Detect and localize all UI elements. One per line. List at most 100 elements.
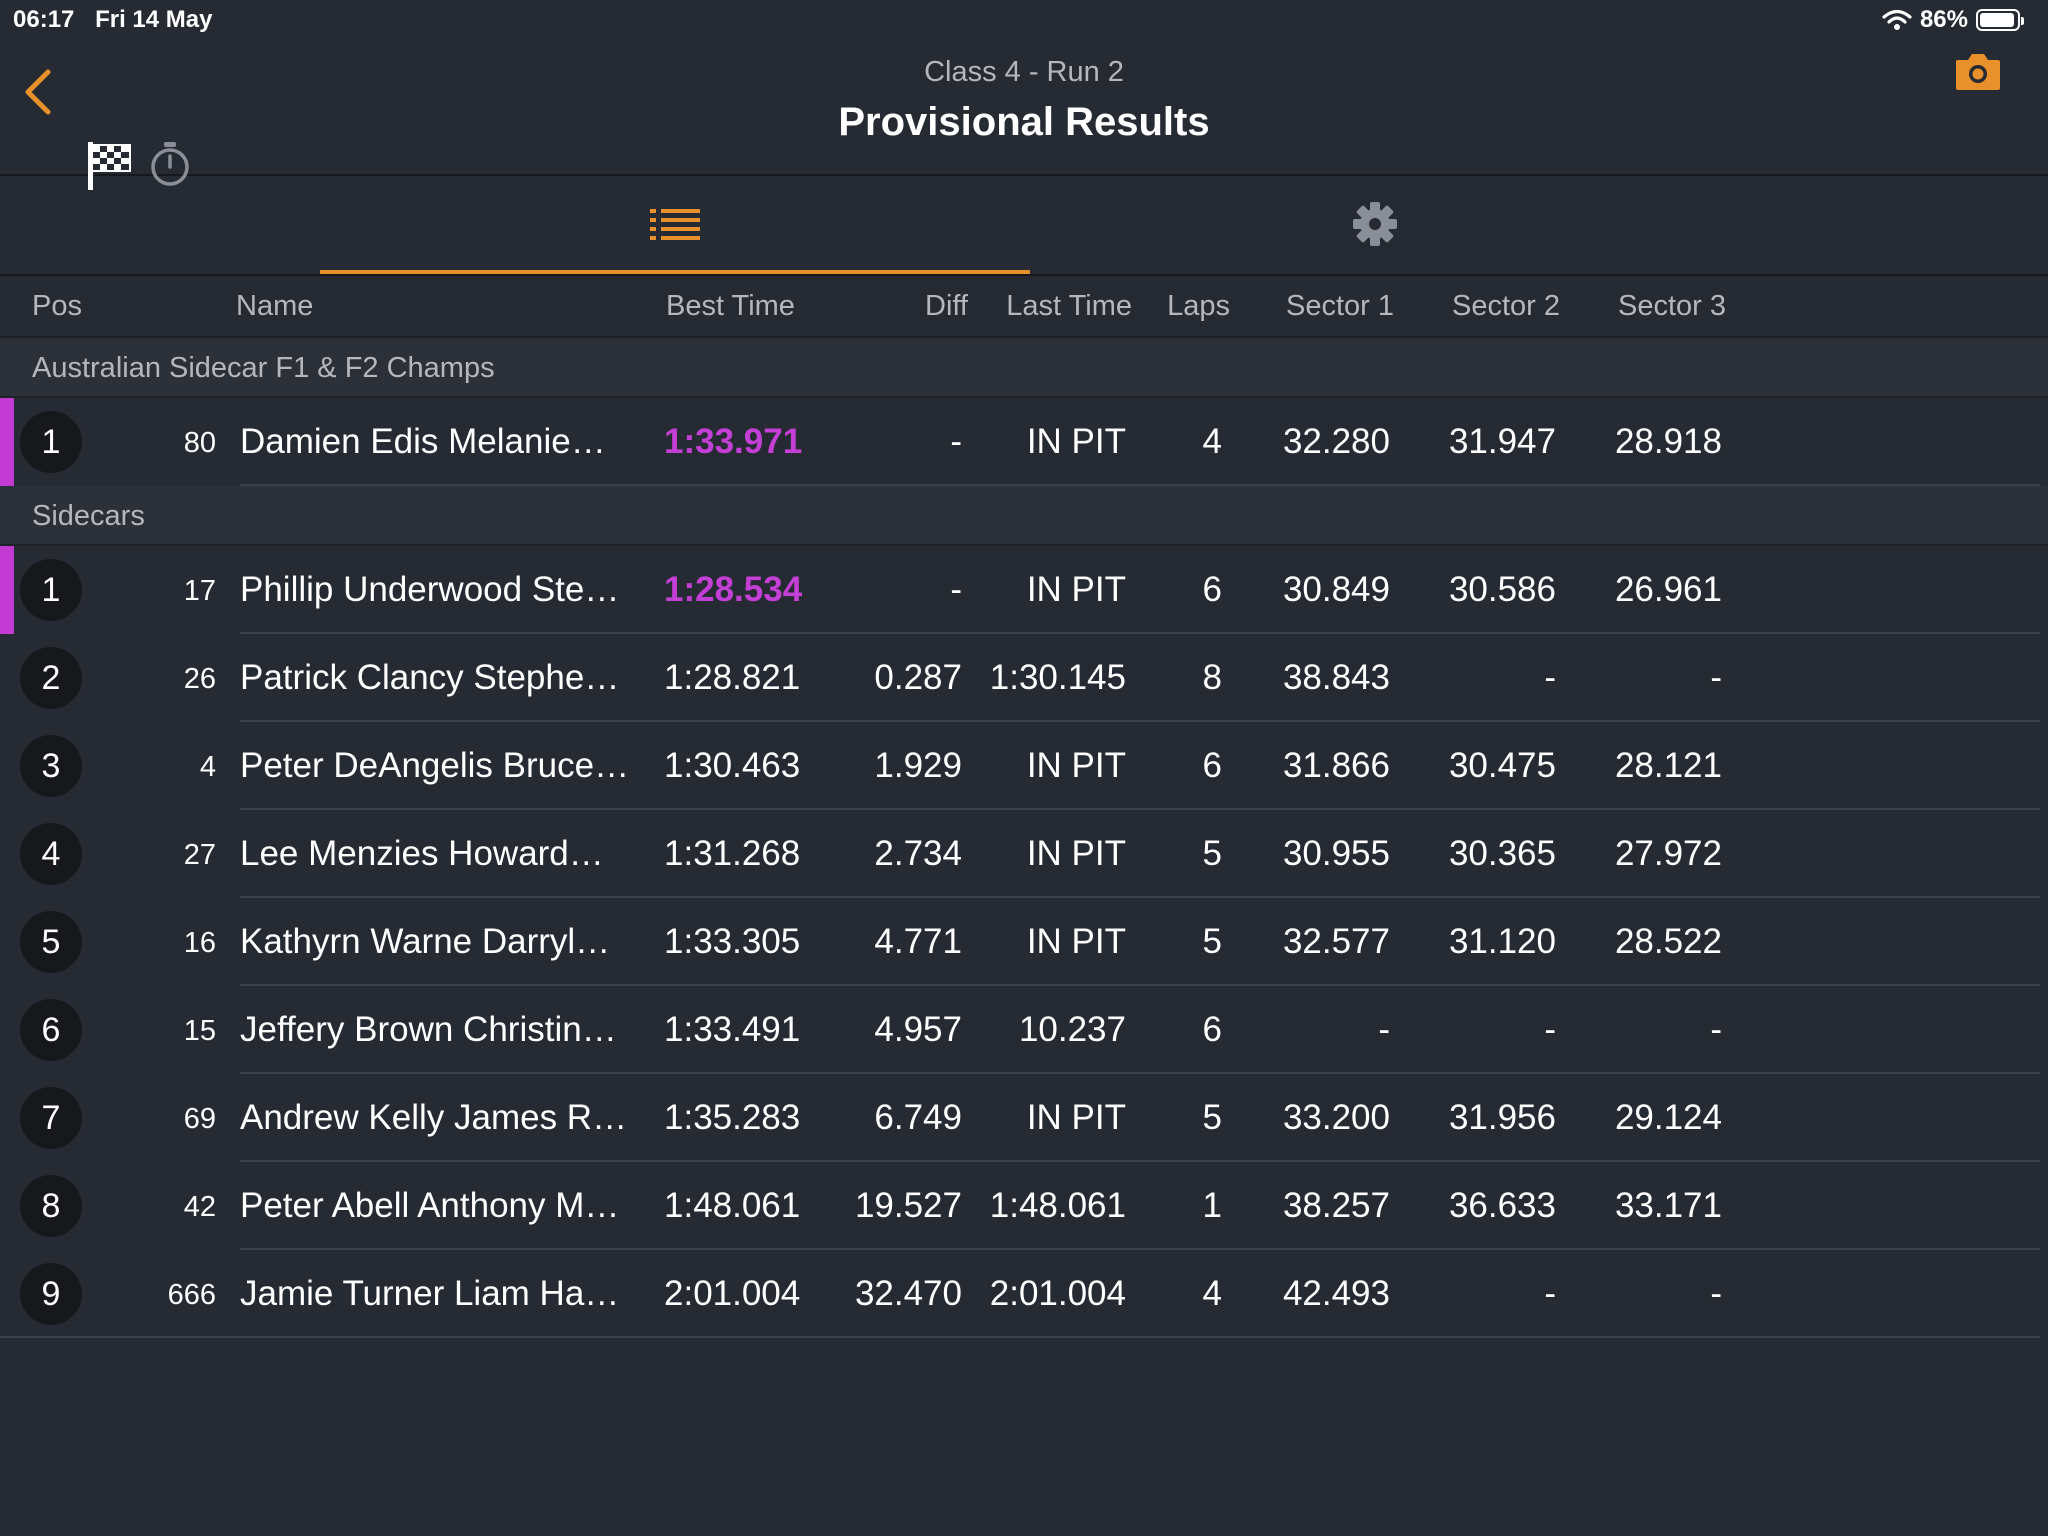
position-badge: 8 — [20, 1175, 82, 1237]
position-badge: 5 — [20, 911, 82, 973]
fastest-lap-marker — [0, 398, 14, 486]
car-number: 17 — [183, 575, 216, 607]
best-time: 1:33.491 — [664, 1010, 801, 1049]
table-row[interactable]: 7 69 Andrew Kelly James R… 1:35.283 6.749 IN … — [0, 1074, 2040, 1162]
battery-icon — [1976, 9, 2024, 31]
last-time: IN PIT — [1026, 922, 1126, 961]
diff-time: 19.527 — [854, 1186, 962, 1225]
rider-names: Andrew Kelly James R… — [240, 1098, 628, 1137]
table-row[interactable]: 4 27 Lee Menzies Howard… 1:31.268 2.734 IN PI… — [0, 810, 2040, 898]
position-badge: 3 — [20, 735, 82, 797]
camera-icon — [1956, 54, 2000, 90]
laps-count: 6 — [1202, 1010, 1222, 1049]
table-row[interactable]: 8 42 Peter Abell Anthony M… 1:48.061 19.527 1… — [0, 1162, 2040, 1250]
group-header: Sidecars — [0, 486, 2048, 546]
rider-names: Jeffery Brown Christin… — [240, 1010, 617, 1049]
table-row[interactable]: 6 15 Jeffery Brown Christin… 1:33.491 4.957 1… — [0, 986, 2040, 1074]
last-time: 2:01.004 — [989, 1274, 1126, 1313]
sector-1-time: 38.843 — [1282, 658, 1390, 697]
col-last-time: Last Time — [1006, 290, 1132, 322]
best-time: 1:30.463 — [664, 746, 801, 785]
diff-time: 4.771 — [874, 922, 962, 961]
sector-2-time: 30.365 — [1448, 834, 1556, 873]
col-sector-2: Sector 2 — [1452, 290, 1560, 322]
sector-1-time: 38.257 — [1282, 1186, 1390, 1225]
sector-2-time: 31.956 — [1448, 1098, 1556, 1137]
tab-settings[interactable] — [1030, 176, 1720, 272]
col-pos: Pos — [32, 290, 82, 322]
table-row[interactable]: 2 26 Patrick Clancy Stephe… 1:28.821 0.287 1:… — [0, 634, 2040, 722]
rider-names: Peter Abell Anthony M… — [240, 1186, 620, 1225]
rider-names: Lee Menzies Howard… — [240, 834, 604, 873]
table-row[interactable]: 1 80 Damien Edis Melanie… 1:33.971 - IN PIT 4 3… — [0, 398, 2040, 486]
last-time: IN PIT — [1026, 570, 1126, 609]
sector-2-time: 30.586 — [1448, 570, 1556, 609]
page-title: Provisional Results — [838, 100, 1210, 144]
car-number: 69 — [183, 1103, 216, 1135]
diff-time: 2.734 — [874, 834, 962, 873]
laps-count: 5 — [1202, 922, 1222, 961]
car-number: 4 — [199, 751, 216, 783]
best-time: 1:31.268 — [664, 834, 801, 873]
col-laps: Laps — [1167, 290, 1230, 322]
list-icon — [650, 209, 700, 240]
rider-names: Phillip Underwood Ste… — [240, 570, 620, 609]
wifi-icon — [1882, 9, 1912, 30]
table-row[interactable]: 1 17 Phillip Underwood Ste… 1:28.534 - IN PIT… — [0, 546, 2040, 634]
sector-1-time: 30.849 — [1282, 570, 1390, 609]
last-time: IN PIT — [1026, 746, 1126, 785]
navigation-bar: Class 4 - Run 2 Provisional Results — [0, 40, 2048, 190]
sector-3-time: 27.972 — [1614, 834, 1722, 873]
best-time: 1:35.283 — [664, 1098, 801, 1137]
best-time: 1:48.061 — [664, 1186, 801, 1225]
col-name: Name — [236, 290, 314, 322]
col-diff: Diff — [925, 290, 968, 322]
col-sector-1: Sector 1 — [1286, 290, 1394, 322]
stopwatch-icon — [151, 142, 189, 186]
car-number: 15 — [183, 1015, 216, 1047]
sector-3-time: 29.124 — [1614, 1098, 1722, 1137]
session-subtitle: Class 4 - Run 2 — [924, 56, 1124, 88]
table-row[interactable]: 3 4 Peter DeAngelis Bruce… 1:30.463 1.929 IN … — [0, 722, 2040, 810]
tab-results-list[interactable] — [320, 176, 1030, 274]
last-time: 1:48.061 — [989, 1186, 1126, 1225]
camera-button[interactable] — [1954, 52, 2002, 97]
diff-time: 32.470 — [854, 1274, 962, 1313]
group-header: Australian Sidecar F1 & F2 Champs — [0, 338, 2048, 398]
back-button[interactable] — [18, 62, 58, 122]
sector-1-time: 30.955 — [1282, 834, 1390, 873]
diff-time: - — [950, 422, 962, 461]
col-best-time: Best Time — [666, 290, 795, 322]
diff-time: 4.957 — [874, 1010, 962, 1049]
best-time: 1:33.971 — [664, 422, 803, 461]
laps-count: 1 — [1202, 1186, 1222, 1225]
group-name: Australian Sidecar F1 & F2 Champs — [32, 352, 495, 384]
checkered-flag-icon — [88, 142, 131, 190]
position-badge: 6 — [20, 999, 82, 1061]
sector-2-time: 31.120 — [1448, 922, 1556, 961]
status-time: 06:17 — [13, 6, 75, 33]
car-number: 27 — [183, 839, 216, 871]
best-time: 1:28.534 — [664, 570, 803, 609]
table-row[interactable]: 9 666 Jamie Turner Liam Ha… 2:01.004 32.470 2… — [0, 1250, 2040, 1338]
gear-icon — [1353, 202, 1397, 246]
status-date: Fri 14 May — [95, 6, 213, 33]
sector-3-time: - — [1710, 658, 1722, 697]
status-bar: 06:17 Fri 14 May 86% — [0, 0, 2048, 40]
laps-count: 8 — [1202, 658, 1222, 697]
column-header-row: Pos Name Best Time Diff Last Time Laps S… — [0, 276, 2048, 338]
table-row[interactable]: 5 16 Kathyrn Warne Darryl… 1:33.305 4.771 IN … — [0, 898, 2040, 986]
rider-names: Damien Edis Melanie… — [240, 422, 606, 461]
sector-3-time: 28.121 — [1614, 746, 1722, 785]
sector-1-time: 32.280 — [1282, 422, 1390, 461]
laps-count: 4 — [1202, 1274, 1222, 1313]
sector-1-time: - — [1378, 1010, 1390, 1049]
laps-count: 6 — [1202, 570, 1222, 609]
rider-names: Patrick Clancy Stephe… — [240, 658, 620, 697]
sector-2-time: 30.475 — [1448, 746, 1556, 785]
last-time: IN PIT — [1026, 422, 1126, 461]
position-badge: 1 — [20, 411, 82, 473]
sector-2-time: 36.633 — [1448, 1186, 1556, 1225]
car-number: 666 — [167, 1279, 216, 1311]
sector-3-time: - — [1710, 1274, 1722, 1313]
